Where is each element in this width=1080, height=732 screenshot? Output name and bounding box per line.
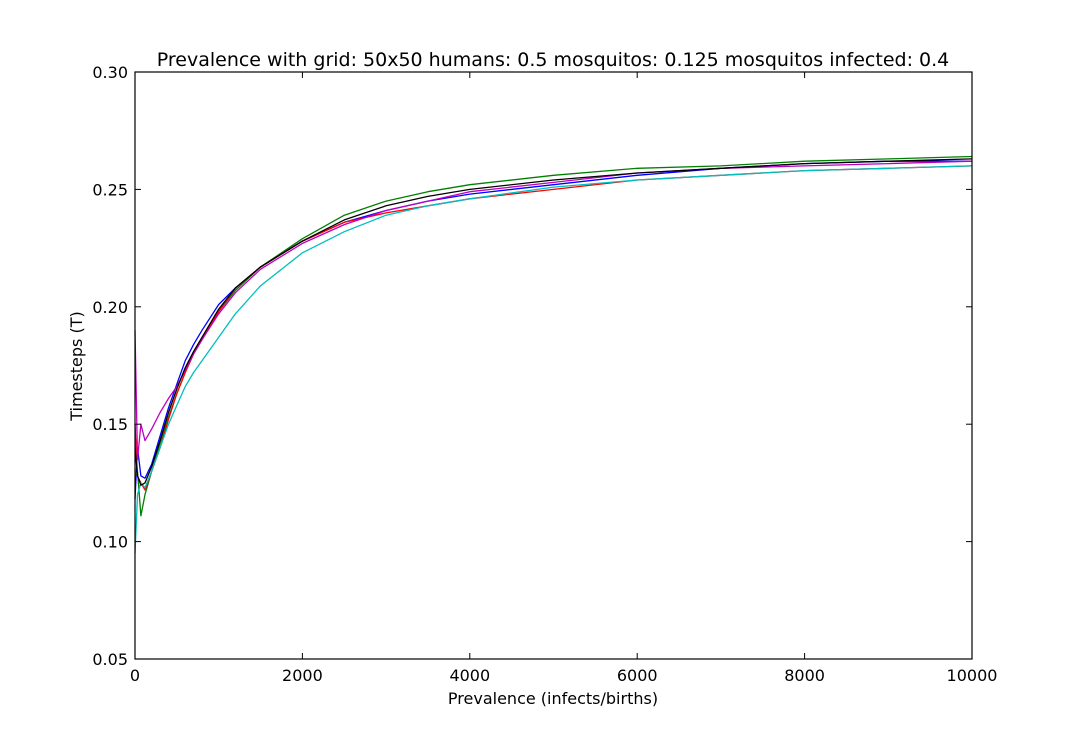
x-tick-label: 6000: [617, 666, 658, 685]
y-axis-label: Timesteps (T): [67, 311, 86, 421]
y-tick-label: 0.10: [92, 533, 128, 552]
x-tick-label: 4000: [449, 666, 490, 685]
x-tick-label: 10000: [947, 666, 998, 685]
y-tick-label: 0.15: [92, 415, 128, 434]
x-tick-label: 0: [130, 666, 140, 685]
x-tick-label: 8000: [784, 666, 825, 685]
x-tick-label: 2000: [282, 666, 323, 685]
y-tick-label: 0.25: [92, 180, 128, 199]
x-axis: 0 2000 4000 6000 8000 10000: [130, 72, 998, 685]
x-axis-label: Prevalence (infects/births): [448, 689, 658, 708]
series-line-6: [134, 158, 973, 486]
y-tick-label: 0.30: [92, 63, 128, 82]
y-tick-label: 0.20: [92, 298, 128, 317]
plot-frame: [134, 71, 973, 660]
chart-title: Prevalence with grid: 50x50 humans: 0.5 …: [157, 49, 949, 71]
series-layer: [134, 155, 973, 554]
y-axis: 0.05 0.10 0.15 0.20 0.25 0.30: [92, 63, 972, 669]
y-tick-label: 0.05: [92, 650, 128, 669]
series-line-4: [134, 165, 973, 554]
